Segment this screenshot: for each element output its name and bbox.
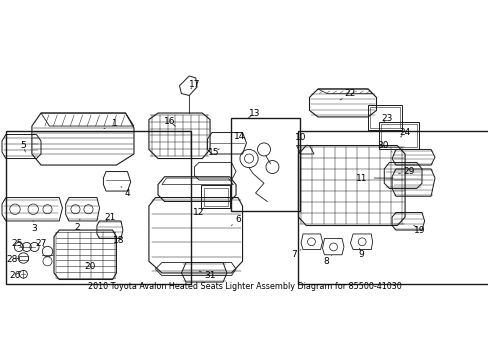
Bar [298,131,488,284]
Text: 25: 25 [11,239,22,248]
Bar [203,188,227,206]
Text: 10: 10 [295,133,307,145]
Text: 2: 2 [75,219,80,232]
Text: 29: 29 [398,167,414,176]
Bar [201,185,230,208]
Bar [6,131,191,284]
Text: 24: 24 [399,128,410,137]
Text: 19: 19 [413,225,425,235]
Text: 6: 6 [231,215,241,225]
Text: 16: 16 [163,117,175,126]
Text: 18: 18 [113,236,124,245]
Text: 23: 23 [381,114,392,123]
Bar [369,107,399,128]
Text: 11: 11 [355,174,392,183]
Bar [231,118,299,211]
Bar [380,124,417,148]
Text: 21: 21 [104,212,115,221]
Text: 5: 5 [20,141,26,152]
Bar [378,122,419,149]
Text: 14: 14 [234,132,245,141]
Text: 26: 26 [9,271,20,280]
Text: 12: 12 [193,208,204,217]
Text: 7: 7 [291,249,301,259]
Text: 27: 27 [35,239,46,248]
Text: 28: 28 [7,256,19,265]
Text: 4: 4 [121,186,130,198]
Text: 3: 3 [32,221,37,233]
Text: 8: 8 [322,256,331,266]
Text: 15: 15 [208,148,219,157]
Text: 30: 30 [376,141,391,152]
Text: 22: 22 [339,89,355,100]
Text: 13: 13 [248,108,260,118]
Text: 17: 17 [188,80,200,89]
Text: 9: 9 [358,248,364,259]
Text: 1: 1 [104,119,117,129]
Text: 20: 20 [84,262,96,271]
Text: 31: 31 [199,271,215,280]
Bar [367,105,401,130]
Text: 2010 Toyota Avalon Heated Seats Lighter Assembly Diagram for 85500-41030: 2010 Toyota Avalon Heated Seats Lighter … [87,282,401,291]
